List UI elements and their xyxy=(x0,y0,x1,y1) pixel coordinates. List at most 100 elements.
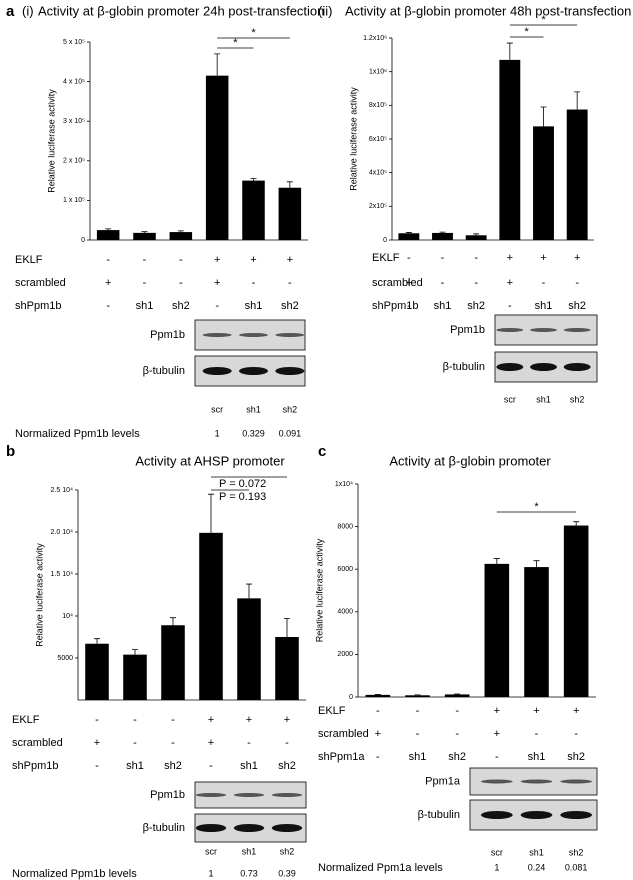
y-tick-label: 2.5 10⁴ xyxy=(51,487,73,494)
error-bar xyxy=(94,638,100,644)
y-tick-label: 8x10⁵ xyxy=(369,102,387,109)
annotation: * xyxy=(251,27,256,39)
error-bar xyxy=(439,231,446,233)
row-value: - xyxy=(171,737,175,749)
y-tick-label: 1.5 10⁴ xyxy=(51,571,73,578)
row-value: - xyxy=(455,728,459,740)
row-label: shPpm1b xyxy=(12,760,58,772)
bar xyxy=(205,75,229,240)
row-value: sh1 xyxy=(240,760,258,772)
y-tick-label: 0 xyxy=(383,237,387,244)
row-label: EKLF xyxy=(318,705,346,717)
row-value: - xyxy=(215,300,219,312)
row-label: shPpm1a xyxy=(318,751,365,763)
row-value: - xyxy=(247,737,251,749)
blot-label: Ppm1b xyxy=(450,324,485,336)
lane-label: sh2 xyxy=(280,846,295,856)
row-label: shPpm1b xyxy=(15,300,61,312)
y-tick-label: 0 xyxy=(81,237,85,244)
row-value: - xyxy=(535,728,539,740)
chart-title: Activity at β-globin promoter 48h post-t… xyxy=(345,3,631,18)
row-value: - xyxy=(376,751,380,763)
normalized-value: 1 xyxy=(208,868,213,878)
error-bar xyxy=(208,493,214,533)
error-bar xyxy=(493,558,500,564)
error-bar xyxy=(540,106,547,127)
y-tick-label: 6000 xyxy=(337,566,353,573)
blot-band xyxy=(480,779,513,784)
error-bar xyxy=(250,178,257,181)
error-bar xyxy=(405,232,412,234)
y-tick-label: 2.0 10⁴ xyxy=(51,529,73,536)
row-value: + xyxy=(94,737,100,749)
bar xyxy=(123,654,147,700)
row-value: sh2 xyxy=(172,300,190,312)
bar xyxy=(237,598,261,700)
row-value: - xyxy=(508,300,512,312)
bar xyxy=(533,126,554,240)
row-value: sh2 xyxy=(467,300,485,312)
normalized-value: 0.091 xyxy=(279,428,302,438)
row-value: - xyxy=(285,737,289,749)
row-value: + xyxy=(250,254,256,266)
subpanel-label: (ii) xyxy=(318,3,332,18)
row-value: + xyxy=(494,705,500,717)
blot-band xyxy=(233,793,265,797)
bar xyxy=(405,695,430,697)
row-value: - xyxy=(474,277,478,289)
normalized-label: Normalized Ppm1b levels xyxy=(12,868,137,880)
row-value: + xyxy=(105,277,111,289)
bar xyxy=(484,563,510,697)
blot-label: Ppm1b xyxy=(150,329,185,341)
row-value: - xyxy=(542,277,546,289)
row-value: sh2 xyxy=(164,760,182,772)
chart-title: Activity at β-globin promoter xyxy=(389,453,551,468)
row-value: - xyxy=(133,737,137,749)
y-tick-label: 5000 xyxy=(57,655,73,662)
normalized-value: 0.081 xyxy=(565,862,588,872)
error-bar xyxy=(132,649,138,655)
bar xyxy=(161,625,185,700)
blot-band xyxy=(530,363,557,371)
y-tick-label: 8000 xyxy=(337,523,353,530)
chart-title: Activity at AHSP promoter xyxy=(135,453,285,468)
y-tick-label: 6x10⁵ xyxy=(369,136,387,143)
bar xyxy=(199,532,223,700)
row-value: + xyxy=(208,714,214,726)
bar xyxy=(432,232,453,240)
row-value: + xyxy=(287,254,293,266)
blot-band xyxy=(496,328,524,332)
bar xyxy=(524,567,549,697)
y-tick-label: 2 x 10⁵ xyxy=(63,158,85,165)
normalized-value: 0.24 xyxy=(528,862,546,872)
blot-band xyxy=(195,824,227,832)
blot-band xyxy=(563,328,591,332)
row-value: + xyxy=(494,728,500,740)
row-value: + xyxy=(540,252,546,264)
error-bar xyxy=(214,53,221,76)
blot-band xyxy=(520,811,553,819)
blot-band xyxy=(496,363,524,371)
y-tick-label: 5 x 10⁵ xyxy=(63,39,85,46)
bar xyxy=(444,694,470,697)
annotation: * xyxy=(534,501,539,513)
row-value: sh2 xyxy=(281,300,299,312)
blot-band xyxy=(202,333,232,337)
blot-band xyxy=(560,811,593,819)
error-bar xyxy=(105,228,112,231)
bar xyxy=(465,235,487,240)
row-value: + xyxy=(533,705,539,717)
y-tick-label: 4x10⁵ xyxy=(369,170,387,177)
row-value: - xyxy=(106,300,110,312)
blot-label: Ppm1a xyxy=(425,775,461,787)
error-bar xyxy=(284,618,290,637)
lane-label: scr xyxy=(491,847,503,857)
row-label: EKLF xyxy=(372,252,400,264)
row-value: - xyxy=(252,277,256,289)
y-tick-label: 10⁴ xyxy=(62,613,73,620)
subpanel-label: (i) xyxy=(22,3,34,18)
y-axis-label: Relative luciferase activity xyxy=(34,543,44,647)
row-value: - xyxy=(416,728,420,740)
normalized-value: 0.329 xyxy=(242,428,265,438)
row-value: - xyxy=(95,760,99,772)
